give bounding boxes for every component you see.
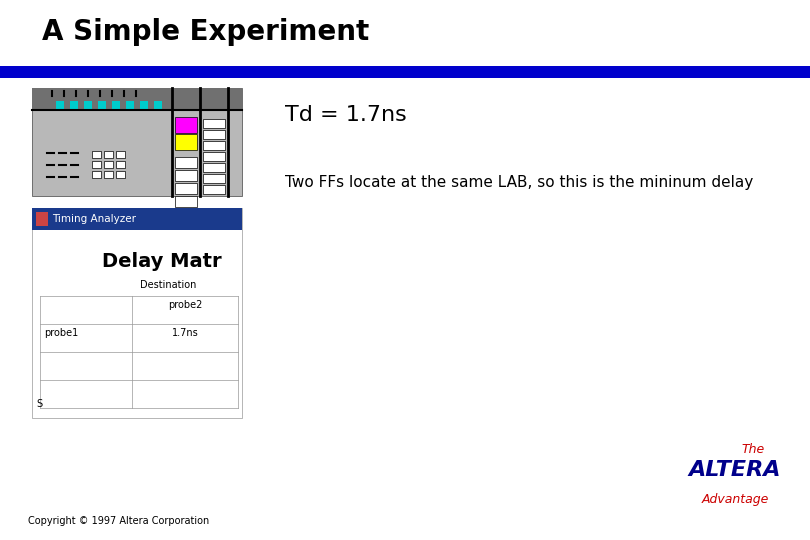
Bar [154, 101, 162, 109]
Text: Two FFs locate at the same LAB, so this is the mininum delay: Two FFs locate at the same LAB, so this … [285, 175, 753, 190]
Bar [175, 157, 197, 168]
Text: Td = 1.7ns: Td = 1.7ns [285, 105, 407, 125]
Bar [116, 171, 125, 178]
Bar [175, 196, 197, 207]
Text: probe1: probe1 [44, 328, 79, 338]
Bar [175, 170, 197, 181]
Bar [203, 163, 225, 172]
Text: A Simple Experiment: A Simple Experiment [42, 18, 369, 46]
Bar [36, 212, 48, 226]
Bar [203, 130, 225, 139]
Bar [92, 161, 101, 168]
Bar [203, 152, 225, 161]
Bar [70, 101, 78, 109]
Bar [126, 101, 134, 109]
Bar [104, 151, 113, 158]
Bar [92, 171, 101, 178]
Bar [175, 183, 197, 194]
Bar [32, 208, 242, 230]
Bar [175, 117, 197, 133]
Text: ALTERA: ALTERA [688, 460, 782, 480]
Bar [0, 66, 810, 78]
Bar [112, 101, 120, 109]
Bar [56, 101, 64, 109]
Bar [175, 134, 197, 150]
Text: Copyright © 1997 Altera Corporation: Copyright © 1997 Altera Corporation [28, 516, 209, 526]
Bar [140, 101, 148, 109]
Text: S: S [36, 399, 42, 409]
Bar [116, 151, 125, 158]
Bar [84, 101, 92, 109]
Bar [32, 88, 242, 110]
Text: Timing Analyzer: Timing Analyzer [52, 214, 136, 224]
Bar [104, 161, 113, 168]
Bar [203, 119, 225, 128]
Bar [175, 209, 197, 220]
Text: Advantage: Advantage [701, 493, 769, 506]
Bar [203, 185, 225, 194]
Text: Delay Matr: Delay Matr [102, 252, 222, 271]
Bar [32, 208, 242, 418]
Bar [98, 101, 106, 109]
Bar [203, 174, 225, 183]
Bar [92, 151, 101, 158]
Bar [203, 141, 225, 150]
Text: probe2: probe2 [168, 300, 202, 310]
Bar [104, 171, 113, 178]
Bar [32, 88, 242, 196]
Bar [116, 161, 125, 168]
Text: The: The [741, 443, 765, 456]
Text: 1.7ns: 1.7ns [172, 328, 198, 338]
Text: Destination: Destination [140, 280, 197, 290]
